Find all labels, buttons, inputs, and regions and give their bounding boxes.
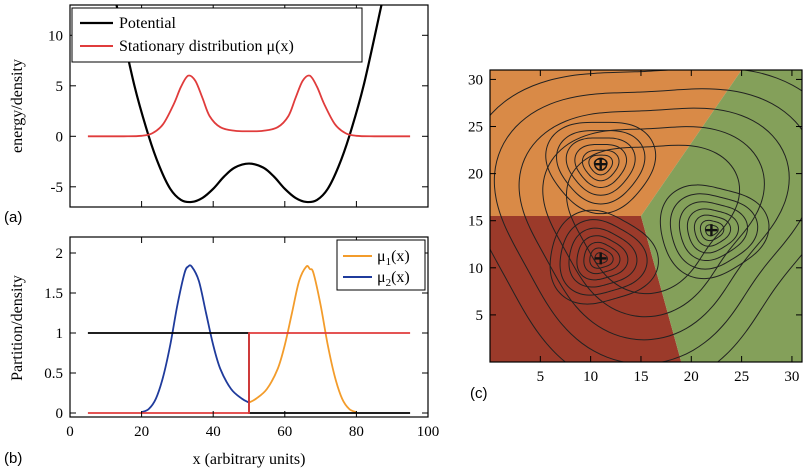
y-tick-label: 10 bbox=[48, 28, 63, 44]
panel-b-y-ticks: 0 0.5 1 1.5 2 bbox=[44, 246, 428, 422]
legend-label-mu1: μ1(x) bbox=[377, 248, 410, 268]
contour-line bbox=[565, 137, 636, 196]
y-tick-label: 15 bbox=[468, 214, 483, 230]
y-tick-label: 10 bbox=[468, 261, 483, 277]
panel-b-x-label: x (arbitrary units) bbox=[193, 451, 306, 468]
y-tick-label: -5 bbox=[51, 180, 64, 196]
panel-c: 5 10 15 20 25 30 5 10 15 20 25 30 (c) bbox=[468, 69, 803, 402]
y-tick-label: 25 bbox=[468, 120, 483, 136]
panel-c-frame bbox=[489, 69, 803, 363]
legend-label-potential: Potential bbox=[119, 15, 176, 32]
contour-line bbox=[518, 107, 790, 341]
x-tick-label: 5 bbox=[537, 369, 545, 385]
partition-region bbox=[640, 70, 802, 362]
panel-b-legend-box bbox=[336, 239, 426, 291]
contour-line bbox=[565, 144, 741, 295]
y-tick-label: 30 bbox=[468, 72, 483, 88]
y-tick-label: 0 bbox=[56, 406, 64, 422]
mu2-line bbox=[141, 264, 250, 414]
legend-label-mu2: μ2(x) bbox=[377, 269, 410, 289]
panel-b-x-ticks: 0 20 40 60 80 100 bbox=[66, 237, 439, 440]
x-tick-label: 100 bbox=[417, 424, 440, 440]
x-tick-label: 20 bbox=[134, 424, 149, 440]
x-tick-label: 20 bbox=[684, 369, 699, 385]
contour-line bbox=[659, 184, 770, 280]
partition-region bbox=[490, 70, 742, 216]
y-tick-label: 2 bbox=[56, 246, 64, 262]
contour-line bbox=[549, 209, 659, 305]
y-tick-label: 0 bbox=[56, 129, 64, 145]
contour-line bbox=[542, 126, 765, 318]
contour-line bbox=[581, 149, 620, 182]
x-tick-label: 30 bbox=[784, 369, 799, 385]
panel-b-series bbox=[87, 264, 411, 414]
panel-b-legend: μ1(x) μ2(x) bbox=[336, 239, 426, 291]
contour-line bbox=[693, 214, 732, 247]
contour-line bbox=[583, 241, 621, 275]
contour-line bbox=[576, 235, 629, 281]
contour-line bbox=[699, 219, 725, 242]
y-tick-label: 5 bbox=[476, 308, 484, 324]
panel-c-y-ticks: 5 10 15 20 25 30 bbox=[468, 72, 802, 324]
panel-b: 0 0.5 1 1.5 2 0 20 40 60 80 100 Partition/density… bbox=[4, 236, 439, 468]
panel-a-frame bbox=[69, 4, 429, 208]
x-tick-label: 80 bbox=[349, 424, 364, 440]
contour-line bbox=[588, 154, 614, 176]
panel-c-minima bbox=[594, 157, 718, 265]
contour-line bbox=[490, 70, 802, 362]
y-tick-label: 1 bbox=[56, 326, 64, 342]
panel-b-frame bbox=[69, 236, 429, 418]
mu1-line bbox=[248, 265, 357, 414]
x-tick-label: 15 bbox=[633, 369, 648, 385]
y-tick-label: 20 bbox=[468, 167, 483, 183]
panel-a-legend: Potential Stationary distribution μ(x) bbox=[71, 7, 363, 63]
x-tick-label: 40 bbox=[206, 424, 221, 440]
contour-line bbox=[559, 219, 648, 296]
contour-line bbox=[589, 247, 614, 269]
x-tick-label: 60 bbox=[277, 424, 292, 440]
potential-line bbox=[115, 5, 383, 204]
panel-c-contours bbox=[490, 70, 802, 362]
y-tick-label: 1.5 bbox=[44, 286, 63, 302]
partition-2-line bbox=[87, 332, 411, 414]
panel-a-legend-box bbox=[71, 7, 363, 63]
panel-label-c: (c) bbox=[470, 385, 488, 402]
panel-c-regions bbox=[490, 70, 802, 362]
y-tick-label: 0.5 bbox=[44, 366, 63, 382]
contour-line bbox=[545, 121, 657, 215]
panel-c-x-ticks: 5 10 15 20 25 30 bbox=[537, 70, 799, 385]
x-tick-label: 10 bbox=[583, 369, 598, 385]
panel-label-a: (a) bbox=[4, 209, 22, 226]
panel-a: -5 0 5 10 energy/density Potential Stationa… bbox=[4, 4, 429, 226]
panel-label-b: (b) bbox=[4, 450, 22, 467]
partition-region bbox=[490, 216, 682, 362]
panel-a-series bbox=[87, 5, 411, 204]
contour-line bbox=[669, 193, 759, 270]
contour-line bbox=[574, 144, 628, 188]
stationary-distribution-line bbox=[87, 74, 411, 138]
panel-a-y-label: energy/density bbox=[9, 59, 26, 153]
contour-line bbox=[686, 208, 740, 254]
legend-label-stationary: Stationary distribution μ(x) bbox=[119, 38, 294, 55]
x-tick-label: 25 bbox=[734, 369, 749, 385]
contour-line bbox=[493, 88, 802, 362]
x-tick-label: 0 bbox=[66, 424, 74, 440]
contour-line bbox=[556, 130, 646, 205]
y-tick-label: 5 bbox=[56, 79, 64, 95]
panel-b-y-label: Partition/density bbox=[9, 275, 26, 381]
